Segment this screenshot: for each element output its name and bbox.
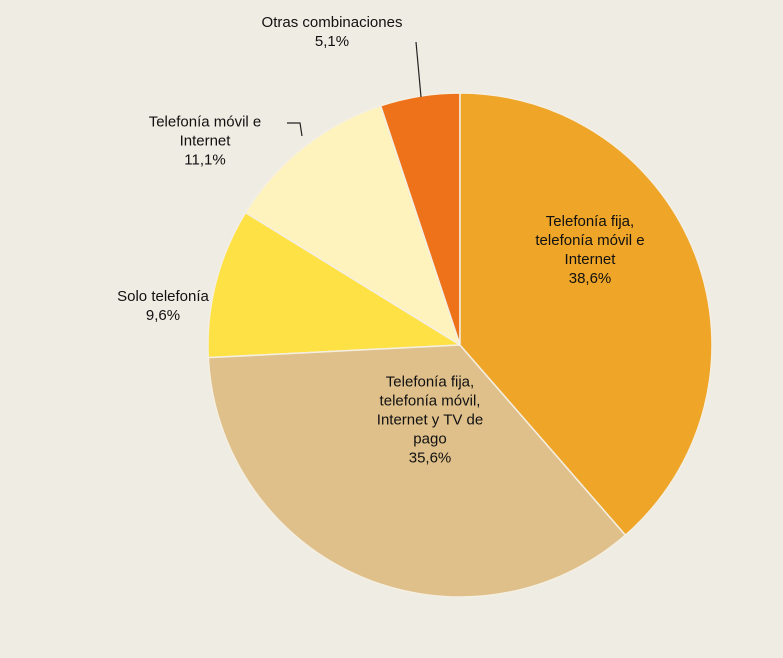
- category-label: Telefonía fija, telefonía móvil, Interne…: [376, 373, 484, 448]
- pie-slice: [207, 211, 463, 359]
- value-label: 5,1%: [314, 33, 350, 50]
- pie-slice: [207, 344, 627, 598]
- pie-slice: [459, 92, 713, 537]
- slice-label: Telefonía móvil e Internet 11,1%: [149, 113, 262, 170]
- value-label: 9,6%: [145, 307, 181, 324]
- category-label: Otras combinaciones: [261, 14, 403, 31]
- slice-label: Otras combinaciones 5,1%: [262, 13, 403, 51]
- category-label: Solo telefonía: [117, 288, 209, 305]
- pie-slice: [244, 104, 462, 347]
- value-label: 11,1%: [184, 151, 226, 169]
- slice-label: Solo telefonía 9,6%: [117, 287, 209, 325]
- category-label: Telefonía fija, telefonía móvil e Intern…: [535, 213, 645, 268]
- category-label: Telefonía móvil e Internet: [148, 113, 262, 150]
- value-label: 35,6%: [408, 449, 452, 467]
- leader-line: [287, 122, 303, 137]
- slice-label: Telefonía fija, telefonía móvil, Interne…: [377, 373, 483, 468]
- leader-line: [415, 41, 422, 98]
- value-label: 38,6%: [568, 270, 612, 287]
- slice-label: Telefonía fija, telefonía móvil e Intern…: [535, 212, 644, 288]
